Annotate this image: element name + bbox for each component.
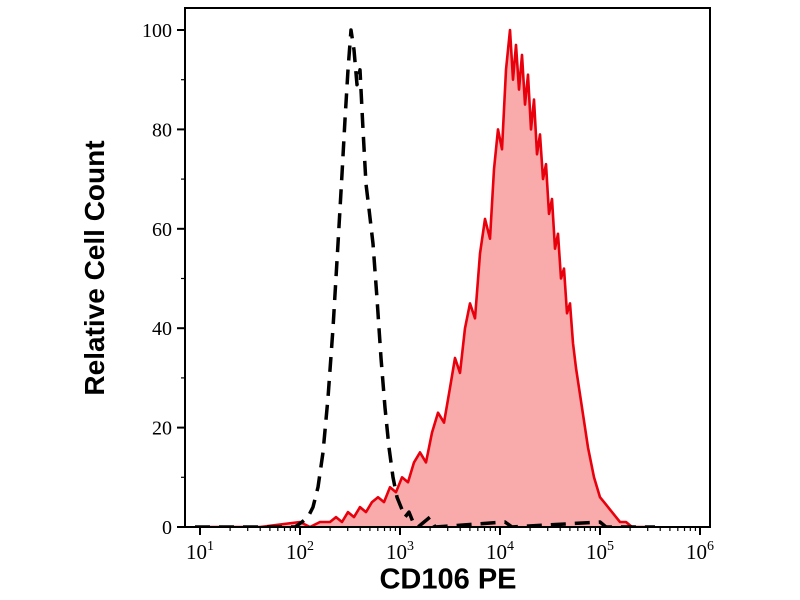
y-tick-label: 60: [152, 219, 172, 241]
x-tick-label: 105: [586, 539, 614, 564]
x-axis-ticks: 101 102 103 104 105 106: [186, 527, 714, 564]
x-tick-label: 106: [686, 539, 714, 564]
x-tick-label: 102: [286, 539, 314, 564]
unstained-control-curve: [195, 28, 655, 527]
x-axis-title: CD106 PE: [379, 563, 517, 596]
y-tick-label: 20: [152, 418, 172, 440]
y-axis-ticks: 0 20 40 60 80 100: [142, 20, 185, 539]
y-tick-label: 0: [162, 517, 172, 539]
x-tick-label: 101: [186, 539, 214, 564]
y-tick-label: 40: [152, 318, 172, 340]
y-tick-label: 100: [142, 20, 172, 42]
curves-layer: [195, 28, 655, 527]
y-axis-title: Relative Cell Count: [79, 140, 110, 396]
x-tick-label: 103: [386, 539, 414, 564]
x-tick-label: 104: [486, 539, 514, 564]
cd106-pe-stained-curve: [195, 28, 655, 527]
y-tick-label: 80: [152, 119, 172, 141]
